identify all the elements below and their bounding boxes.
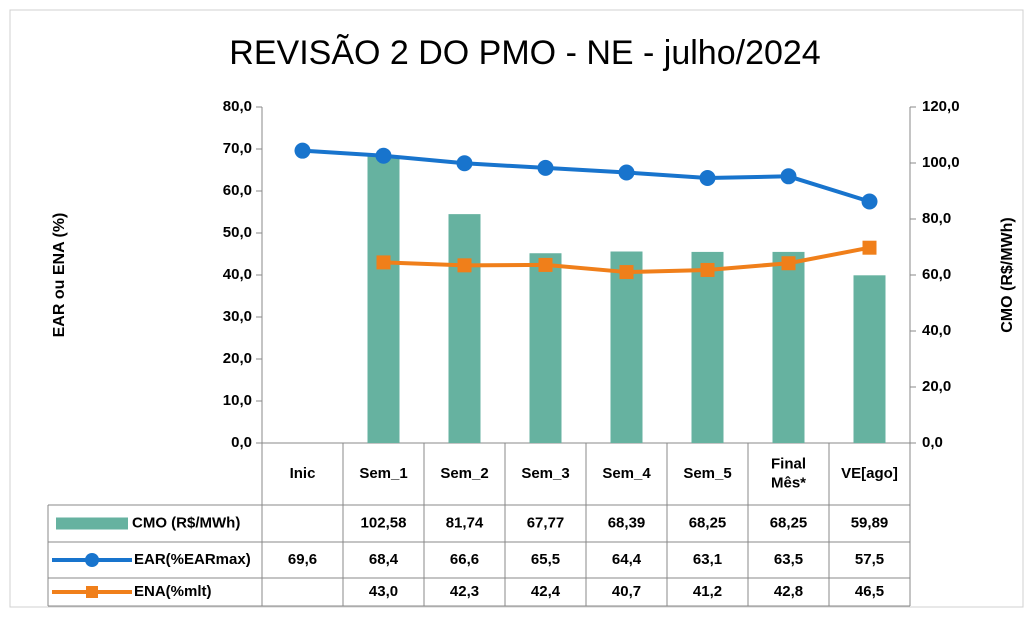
point — [537, 159, 554, 176]
legend-swatch — [56, 517, 128, 530]
legend-label: EAR(%EARmax) — [134, 551, 251, 568]
line — [302, 148, 871, 204]
legend-label: CMO (R$/MWh) — [132, 514, 240, 531]
y2-tick-label: 60,0 — [922, 266, 951, 283]
bar — [853, 275, 886, 443]
point — [699, 169, 716, 186]
table-value: 102,58 — [361, 514, 407, 531]
x-tick-label: Sem_4 — [602, 465, 651, 482]
table-value: 67,77 — [527, 514, 565, 531]
y2-tick-label: 80,0 — [922, 210, 951, 227]
bar — [448, 214, 481, 443]
y-tick-label: 70,0 — [223, 140, 252, 157]
x-tick-label: Sem_3 — [521, 465, 569, 482]
table-value: 57,5 — [855, 551, 884, 568]
y2-tick-label: 0,0 — [922, 434, 943, 451]
point — [618, 164, 635, 181]
table-value: 68,4 — [369, 551, 399, 568]
point — [538, 257, 553, 272]
table-value: 63,1 — [693, 551, 722, 568]
table-value: 69,6 — [288, 551, 317, 568]
table-value: 41,2 — [693, 583, 722, 600]
x-tick-label: Final Mês* — [771, 455, 806, 491]
y2-tick-label: 20,0 — [922, 378, 951, 395]
legend-marker — [86, 586, 98, 598]
point — [376, 255, 391, 270]
x-tick-label: Inic — [290, 465, 316, 482]
y2-tick-label: 120,0 — [922, 98, 960, 115]
point — [862, 240, 877, 255]
table-value: 43,0 — [369, 583, 398, 600]
y-tick-label: 80,0 — [223, 98, 252, 115]
y-tick-label: 20,0 — [223, 350, 252, 367]
table-value: 81,74 — [446, 514, 484, 531]
x-tick-label: Sem_1 — [359, 465, 407, 482]
point — [619, 265, 634, 280]
point — [375, 147, 392, 164]
table-value: 59,89 — [851, 514, 889, 531]
table-value: 42,3 — [450, 583, 479, 600]
table-value: 42,4 — [531, 583, 561, 600]
table-value: 46,5 — [855, 583, 884, 600]
x-tick-label: Sem_5 — [683, 465, 731, 482]
point — [861, 193, 878, 210]
bar — [367, 155, 400, 443]
table-value: 68,39 — [608, 514, 646, 531]
x-tick-label: Sem_2 — [440, 465, 488, 482]
point — [456, 155, 473, 172]
point — [780, 168, 797, 185]
table-value: 65,5 — [531, 551, 560, 568]
y-tick-label: 60,0 — [223, 182, 252, 199]
table-value: 63,5 — [774, 551, 803, 568]
y-tick-label: 30,0 — [223, 308, 252, 325]
table-value: 68,25 — [689, 514, 727, 531]
y-tick-label: 0,0 — [231, 434, 252, 451]
y-tick-label: 40,0 — [223, 266, 252, 283]
table-value: 66,6 — [450, 551, 479, 568]
point — [781, 256, 796, 271]
table-value: 40,7 — [612, 583, 641, 600]
y2-tick-label: 40,0 — [922, 322, 951, 339]
y-tick-label: 10,0 — [223, 392, 252, 409]
table-value: 68,25 — [770, 514, 808, 531]
point — [457, 258, 472, 273]
bar — [610, 251, 643, 443]
chart-title: REVISÃO 2 DO PMO - NE - julho/2024 — [229, 34, 820, 72]
y-axis-title: EAR ou ENA (%) — [51, 213, 68, 338]
bar — [691, 251, 724, 443]
y2-tick-label: 100,0 — [922, 154, 960, 171]
legend-marker — [85, 553, 99, 567]
x-tick-label: VE[ago] — [841, 465, 898, 482]
bar — [772, 251, 805, 443]
y-tick-label: 50,0 — [223, 224, 252, 241]
point — [294, 142, 311, 159]
bar — [529, 253, 562, 443]
point — [700, 262, 715, 277]
table-value: 64,4 — [612, 551, 642, 568]
legend-label: ENA(%mlt) — [134, 583, 212, 600]
table-value: 42,8 — [774, 583, 803, 600]
y2-axis-title: CMO (R$/MWh) — [999, 217, 1016, 333]
